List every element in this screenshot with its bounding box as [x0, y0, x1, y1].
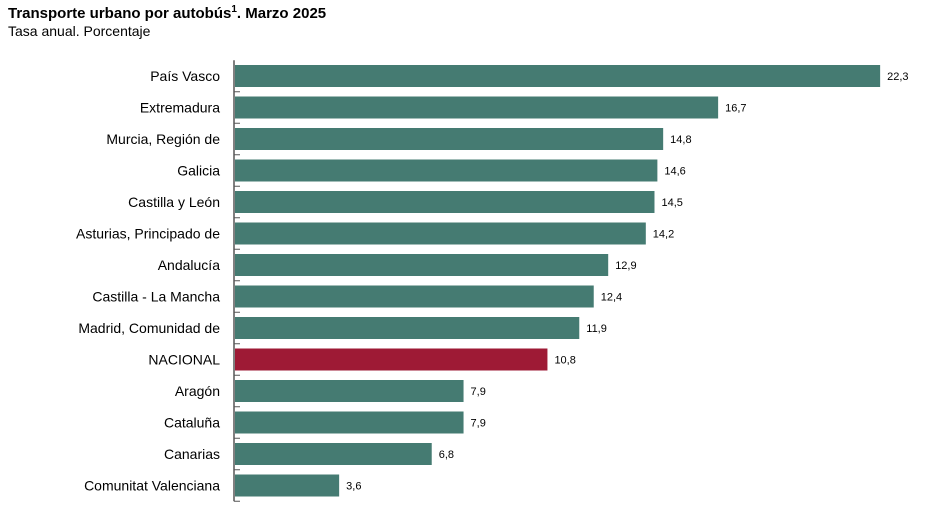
category-label: Aragón [175, 383, 220, 399]
category-label: Madrid, Comunidad de [78, 320, 220, 336]
chart-title-text: Transporte urbano por autobús [8, 5, 232, 22]
bar [235, 191, 655, 213]
bar [235, 65, 881, 87]
value-label: 10,8 [554, 355, 575, 367]
bar [235, 254, 609, 276]
category-label: Extremadura [140, 100, 220, 116]
value-label: 14,5 [661, 197, 682, 209]
title-footnote: 1 [231, 4, 237, 15]
category-label: Castilla - La Mancha [92, 289, 220, 305]
category-label: Comunitat Valenciana [84, 478, 220, 494]
chart-subtitle: Tasa anual. Porcentaje [8, 23, 151, 39]
value-label: 14,8 [670, 134, 691, 146]
category-label: Andalucía [158, 257, 220, 273]
category-label: Canarias [164, 446, 220, 462]
value-label: 22,3 [887, 71, 908, 83]
value-label: 14,6 [664, 166, 685, 178]
category-label: País Vasco [150, 68, 220, 84]
bar [235, 285, 594, 308]
bar [235, 443, 432, 465]
chart-title: Transporte urbano por autobús1. Marzo 20… [8, 4, 326, 22]
category-label: Castilla y León [128, 194, 220, 210]
bar [235, 96, 719, 119]
bar [235, 411, 464, 434]
category-label: Murcia, Región de [106, 131, 220, 147]
bar [235, 474, 340, 497]
category-label: Galicia [177, 163, 220, 179]
bar [235, 317, 580, 339]
value-label: 14,2 [653, 229, 674, 241]
value-label: 7,9 [471, 386, 486, 398]
value-label: 16,7 [725, 103, 746, 115]
category-label: NACIONAL [148, 352, 220, 368]
bar [235, 380, 464, 402]
bar-highlight [235, 348, 548, 371]
value-label: 11,9 [586, 323, 607, 335]
chart-title-suffix: . Marzo 2025 [236, 5, 327, 22]
category-label: Asturias, Principado de [76, 226, 220, 242]
value-label: 3,6 [346, 481, 361, 493]
value-label: 6,8 [439, 449, 454, 461]
category-label: Cataluña [164, 415, 220, 431]
bar [235, 159, 658, 182]
value-label: 7,9 [471, 418, 486, 430]
bar [235, 128, 664, 150]
value-label: 12,4 [601, 292, 622, 304]
value-label: 12,9 [615, 260, 636, 272]
bar [235, 222, 646, 245]
